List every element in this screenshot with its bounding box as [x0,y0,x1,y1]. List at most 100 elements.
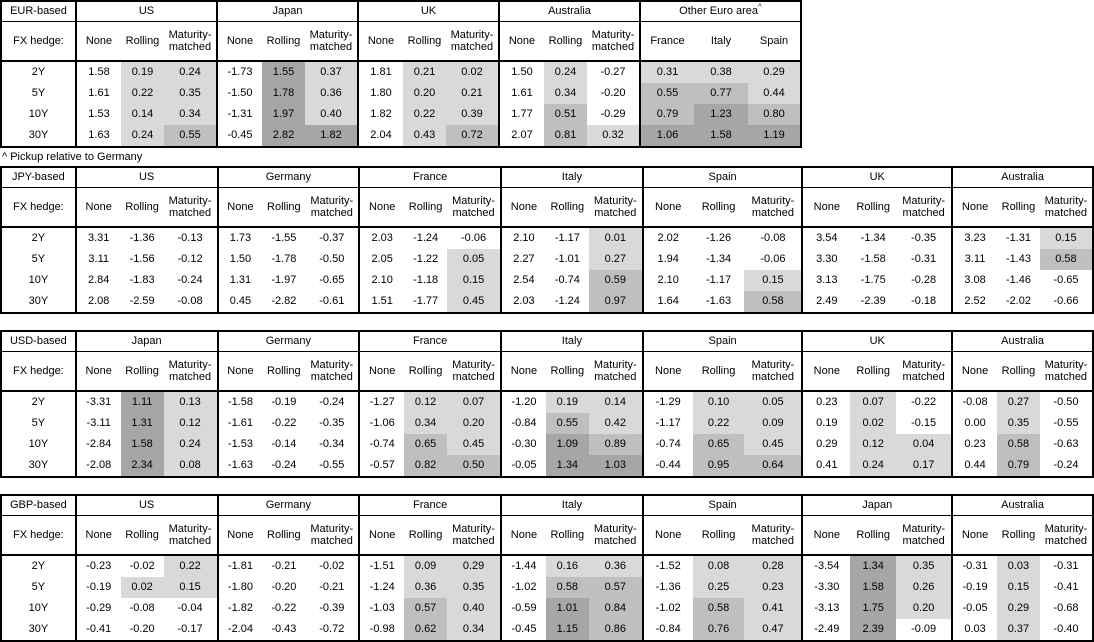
value-cell: -1.27 [358,391,405,413]
data-row: 30Y 2.08 -2.59 -0.08 0.45 -2.82 -0.61 1.51 -1.77… [1,291,1093,313]
value-cell: -1.80 [216,577,263,598]
value-cell: 0.32 [587,125,640,147]
value-cell: -3.54 [801,555,851,577]
value-cell: -0.19 [74,577,121,598]
hedge-type-header: None [358,351,405,392]
value-cell: 0.34 [404,413,448,434]
value-cell: -0.14 [271,438,297,451]
country-header: Germany [216,167,360,188]
value-cell: 0.38 [694,61,748,83]
value-cell: -0.31 [911,253,937,266]
value-cell: 0.16 [545,555,589,577]
hedge-type-header: Rolling [850,515,897,556]
value-cell: 0.95 [692,455,745,477]
hedge-type-header: Rolling [996,187,1040,228]
value-cell: 0.34 [447,619,501,641]
value-cell: 0.15 [447,270,501,291]
country-header: Australia [951,495,1093,516]
tenor-label: 10Y [28,274,49,287]
hedge-type-header: None [216,515,263,556]
value-cell: 0.08 [692,555,745,577]
value-cell: 1.58 [850,577,897,598]
hedge-type-header: Maturity-matched [305,515,360,556]
value-cell: -0.27 [600,66,626,79]
value-cell: 0.09 [404,555,448,577]
value-cell: 0.29 [801,434,851,455]
value-cell: -1.31 [216,104,262,125]
data-row: 5Y -0.19 0.02 0.15 -1.80 -0.20 -0.21 -1.24 0.36 0… [1,577,1093,598]
country-name: Germany [265,335,311,348]
value-cell: -0.24 [319,396,345,409]
value-cell: -0.74 [641,434,693,455]
country-header: UK [357,1,499,22]
value-cell: 0.17 [896,455,953,477]
value-cell: 0.12 [850,434,897,455]
value-cell: 0.34 [164,104,217,125]
value-cell: 1.75 [850,598,897,619]
value-cell: -0.72 [319,623,345,636]
value-cell: 0.45 [216,291,263,313]
value-cell: 1.15 [545,619,589,641]
value-cell: 2.39 [850,619,897,641]
value-cell: 0.65 [692,434,745,455]
value-cell: -0.20 [600,87,626,100]
value-cell: 2.05 [358,249,405,270]
value-cell: 0.45 [447,291,501,313]
value-cell: 0.05 [744,391,803,413]
value-cell: -1.58 [860,253,886,266]
value-cell: -0.39 [319,602,345,615]
value-cell: -0.05 [500,455,546,477]
value-cell: 0.20 [447,413,501,434]
value-cell: -1.55 [271,232,297,245]
value-cell: 1.80 [357,83,403,104]
value-cell: 0.24 [121,125,164,147]
value-cell: 0.19 [545,391,589,413]
value-cell: 0.00 [951,413,997,434]
value-cell: -1.22 [413,253,439,266]
value-cell: 0.07 [850,391,897,413]
value-cell: -0.08 [951,391,997,413]
country-name: US [138,171,155,184]
fx-hedge-label: FX hedge: [1,515,76,556]
value-cell: 0.82 [404,455,448,477]
hedge-type-header: Rolling [545,187,589,228]
value-cell: 0.24 [850,455,897,477]
country-header: Spain [641,167,803,188]
value-cell: 2.27 [500,249,546,270]
value-cell: -1.97 [271,274,297,287]
value-cell: -1.18 [413,274,439,287]
country-header: Japan [801,495,953,516]
value-cell: -0.22 [911,396,937,409]
tenor-label: 5Y [31,87,46,100]
value-cell: 0.10 [692,391,745,413]
hedge-type-header: Maturity-matched [896,515,953,556]
base-currency-label: GBP-based [1,495,76,516]
hedge-type-header: Maturity-matched [1039,187,1093,228]
country-name: Spain [708,171,737,184]
country-name: Italy [561,499,582,512]
country-name: Australia [1001,335,1044,348]
value-cell: -0.08 [177,295,203,308]
value-cell: 0.29 [996,598,1040,619]
value-cell: 0.19 [801,413,851,434]
hedge-type-header: Rolling [404,515,448,556]
data-row: 2Y -0.23 -0.02 0.22 -1.81 -0.21 -0.02 -1.51 0.09… [1,555,1093,577]
value-cell: 0.24 [163,434,218,455]
table-slot-jpy: JPY-based US Germany France Italy Spain UK Aust… [0,166,1094,314]
value-cell: 1.64 [641,291,693,313]
value-cell: -1.17 [641,413,693,434]
value-cell: 0.19 [121,61,164,83]
country-name: France [413,171,448,184]
country-header: Italy [500,331,643,352]
value-cell: 0.22 [403,104,446,125]
value-cell: 0.81 [544,125,587,147]
value-cell: 0.41 [744,598,803,619]
hedge-type-header: Rolling [403,21,446,62]
value-cell: 1.51 [358,291,405,313]
value-cell: 0.05 [447,249,501,270]
country-name: Spain [708,335,737,348]
value-cell: 0.15 [1039,227,1093,249]
value-cell: 0.58 [1039,249,1093,270]
data-row: 5Y 3.11 -1.56 -0.12 1.50 -1.78 -0.50 2.05 -1.22 0… [1,249,1093,270]
